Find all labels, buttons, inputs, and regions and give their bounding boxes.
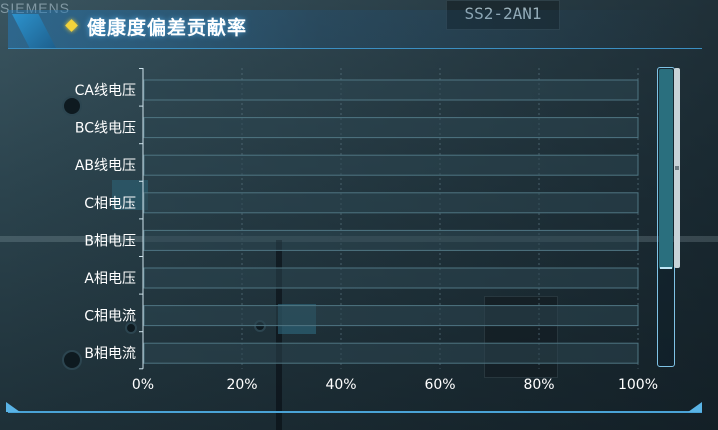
header-bar (8, 10, 702, 49)
category-label: AB线电压 (75, 158, 136, 174)
scrollbar-end-marker (660, 267, 672, 269)
bar-track (143, 79, 639, 101)
x-tick-label: 20% (226, 377, 257, 393)
bar-track (143, 305, 639, 327)
category-label: C相电流 (84, 309, 136, 325)
category-label: C相电压 (84, 196, 136, 212)
chart-scrollbar[interactable] (657, 67, 675, 367)
panel-bottom-border (8, 411, 702, 413)
category-label: B相电流 (84, 346, 136, 362)
background-knob (125, 322, 137, 334)
panel-header: 健康度偏差贡献率 (0, 0, 718, 52)
x-tick-label: 60% (424, 377, 455, 393)
bar-track (143, 267, 639, 289)
background-knob (62, 96, 82, 116)
page-title: 健康度偏差贡献率 (87, 17, 248, 39)
scrollbar-grip-icon (675, 166, 679, 170)
corner-decoration-right (688, 402, 702, 412)
bar-track (143, 154, 639, 176)
x-tick-label: 0% (132, 377, 154, 393)
category-label: CA线电压 (75, 83, 136, 99)
x-tick-label: 40% (325, 377, 356, 393)
category-label: A相电压 (84, 271, 136, 287)
background-pole (276, 240, 282, 430)
category-label: BC线电压 (75, 121, 136, 137)
category-label: B相电压 (84, 233, 136, 249)
x-tick-label: 80% (523, 377, 554, 393)
background-knob (62, 350, 82, 370)
x-tick-label: 100% (618, 377, 658, 393)
background-block (112, 180, 148, 210)
bar-track (143, 342, 639, 364)
corner-decoration-left (6, 402, 20, 412)
bar-track (143, 229, 639, 251)
bar-track (143, 117, 639, 139)
bar-track (143, 192, 639, 214)
chart-scrollbar-thumb[interactable] (659, 69, 673, 269)
